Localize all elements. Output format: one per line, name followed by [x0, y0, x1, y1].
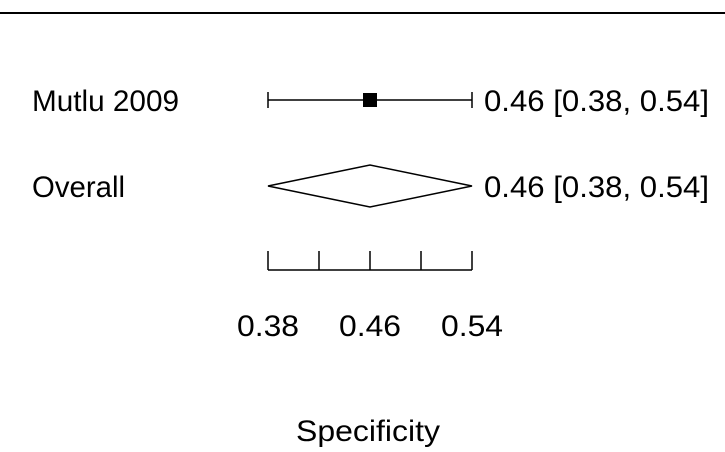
study-point-estimate: [363, 93, 377, 107]
study-ci-text: 0.46 [0.38, 0.54]: [484, 85, 709, 118]
overall-ci-text: 0.46 [0.38, 0.54]: [484, 171, 709, 204]
x-tick-label: 0.38: [237, 310, 299, 343]
study-label: Mutlu 2009: [32, 85, 179, 118]
overall-diamond: [267, 164, 473, 208]
x-tick-label: 0.54: [441, 310, 503, 343]
overall-label: Overall: [32, 171, 125, 204]
x-tick-label: 0.46: [339, 310, 401, 343]
x-axis: 0.38 0.46 0.54: [237, 251, 503, 343]
x-axis-title: Specificity: [296, 415, 440, 448]
forest-rows: Mutlu 2009 0.46 [0.38, 0.54] Overall 0.46 […: [32, 85, 709, 208]
